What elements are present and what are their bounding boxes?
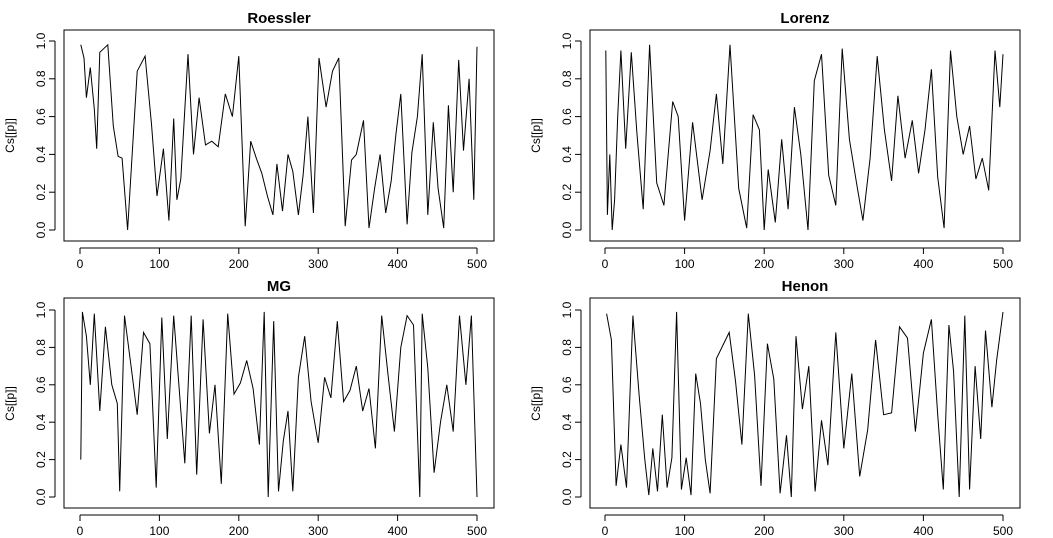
- y-tick-label: 0.0: [34, 221, 48, 238]
- y-tick-label: 0.4: [560, 146, 574, 163]
- x-tick-label: 100: [675, 524, 695, 538]
- y-tick-label: 1.0: [560, 32, 574, 49]
- chart-title: Roessler: [247, 10, 311, 27]
- y-tick-label: 0.0: [560, 488, 574, 505]
- panel-mg: MG 0 100 200 300 400 500 0.0 0.2 0.4 0.6 0.8 1.0 Cs[[…: [3, 278, 495, 538]
- series-line: [80, 311, 478, 498]
- y-axis-label: Cs[[p]]: [3, 386, 17, 421]
- plot-frame: [589, 297, 1021, 509]
- y-tick-label: 0.2: [560, 451, 574, 468]
- y-tick-label: 0.4: [560, 414, 574, 431]
- x-tick-label: 500: [467, 257, 487, 271]
- y-tick-label: 0.8: [34, 70, 48, 87]
- series-line: [605, 44, 1004, 231]
- x-tick-label: 400: [913, 524, 933, 538]
- x-tick-label: 0: [602, 257, 609, 271]
- y-tick-label: 0.2: [560, 184, 574, 201]
- y-tick-label: 0.4: [34, 414, 48, 431]
- x-tick-label: 500: [993, 257, 1013, 271]
- y-tick-label: 0.2: [34, 184, 48, 201]
- series-line: [80, 43, 478, 231]
- chart-title: MG: [267, 278, 291, 295]
- y-tick-label: 0.0: [560, 221, 574, 238]
- y-tick-label: 0.2: [34, 451, 48, 468]
- x-tick-label: 200: [754, 257, 774, 271]
- x-tick-label: 0: [77, 524, 84, 538]
- chart-title: Lorenz: [780, 10, 829, 27]
- series-line: [606, 311, 1004, 498]
- x-tick-label: 0: [77, 257, 84, 271]
- x-tick-label: 300: [834, 257, 854, 271]
- y-axis-label: Cs[[p]]: [3, 118, 17, 153]
- y-tick-label: 0.6: [560, 108, 574, 125]
- y-tick-label: 0.6: [34, 108, 48, 125]
- x-tick-label: 100: [149, 524, 169, 538]
- y-axis-label: Cs[[p]]: [529, 386, 543, 421]
- x-tick-label: 200: [229, 257, 249, 271]
- panel-lorenz: Lorenz 0 100 200 300 400 500 0.0 0.2 0.4 0.6 0.8 1.0…: [529, 10, 1021, 271]
- x-tick-label: 400: [388, 524, 408, 538]
- y-tick-label: 0.0: [34, 488, 48, 505]
- x-tick-label: 300: [308, 257, 328, 271]
- x-tick-label: 0: [602, 524, 609, 538]
- y-axis-label: Cs[[p]]: [529, 118, 543, 153]
- x-tick-label: 300: [308, 524, 328, 538]
- panel-henon: Henon 0 100 200 300 400 500 0.0 0.2 0.4 0.6 0.8 1.0 C…: [529, 278, 1021, 538]
- y-tick-label: 0.4: [34, 146, 48, 163]
- y-tick-label: 1.0: [34, 32, 48, 49]
- y-tick-label: 0.8: [560, 339, 574, 356]
- x-tick-label: 200: [229, 524, 249, 538]
- y-tick-label: 0.8: [34, 339, 48, 356]
- plot-frame: [63, 29, 495, 242]
- y-tick-label: 0.6: [34, 376, 48, 393]
- chart-title: Henon: [782, 278, 829, 295]
- x-tick-label: 100: [149, 257, 169, 271]
- x-tick-label: 100: [675, 257, 695, 271]
- x-tick-label: 400: [388, 257, 408, 271]
- x-tick-label: 500: [993, 524, 1013, 538]
- x-tick-label: 200: [754, 524, 774, 538]
- y-tick-label: 0.8: [560, 70, 574, 87]
- y-tick-label: 0.6: [560, 376, 574, 393]
- y-tick-label: 1.0: [560, 301, 574, 318]
- y-tick-label: 1.0: [34, 301, 48, 318]
- plot-frame: [63, 297, 495, 509]
- x-tick-label: 500: [467, 524, 487, 538]
- x-tick-label: 400: [913, 257, 933, 271]
- x-tick-label: 300: [834, 524, 854, 538]
- plot-frame: [589, 29, 1021, 242]
- panel-roessler: Roessler 0 100 200 300 400 500 0.0 0.2 0.4 0.6 0.8 1…: [3, 10, 495, 271]
